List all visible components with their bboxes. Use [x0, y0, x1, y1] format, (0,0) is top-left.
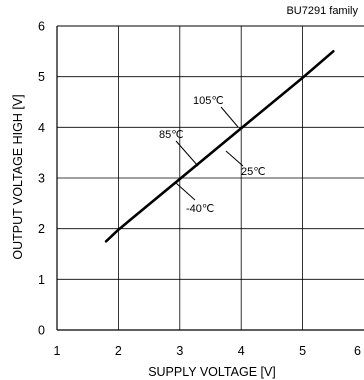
x-tick-label: 3	[176, 344, 183, 358]
x-tick-label: 6	[354, 344, 361, 358]
y-tick-label: 3	[38, 172, 45, 186]
x-tick-label: 1	[54, 344, 61, 358]
y-tick-label: 4	[38, 121, 45, 135]
y-axis-title: OUTPUT VOLTAGE HIGH [V]	[11, 94, 25, 259]
x-axis-title: SUPPLY VOLTAGE [V]	[148, 365, 276, 379]
x-tick-label: 5	[299, 344, 306, 358]
chart-title: BU7291 family	[286, 5, 358, 17]
annotation-leader	[175, 182, 196, 201]
annotation-leader	[225, 150, 244, 167]
annotation-leader	[175, 140, 199, 167]
y-tick-label: 5	[38, 70, 45, 84]
y-tick-label: 2	[38, 222, 45, 236]
grid	[56, 25, 364, 331]
x-tick-label: 4	[238, 344, 245, 358]
annotation-layer: 105℃ 85℃ 25℃ -40℃	[159, 95, 266, 215]
annotation-label: 85℃	[159, 129, 184, 141]
annotation-label: 105℃	[193, 95, 224, 107]
annotation-label: -40℃	[186, 203, 214, 215]
y-tick-label: 6	[38, 20, 45, 34]
y-tick-label: 0	[38, 324, 45, 338]
y-tick-label: 1	[38, 273, 45, 287]
series-layer	[104, 50, 335, 243]
x-tick-label: 2	[115, 344, 122, 358]
annotation-label: 25℃	[241, 166, 266, 178]
annotation-leader	[220, 106, 239, 128]
series-line	[104, 50, 335, 243]
